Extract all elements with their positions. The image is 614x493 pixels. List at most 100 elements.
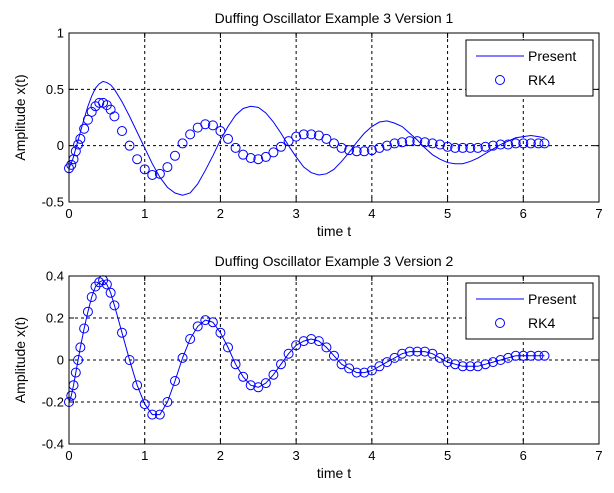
y-tick-label: 0.2 [46,311,64,326]
series-marker-rk4 [503,352,514,363]
series-marker-rk4 [525,138,536,149]
series-marker-rk4 [223,133,233,144]
series-marker-rk4 [79,323,90,334]
series-marker-rk4 [450,359,461,370]
series-marker-rk4 [419,346,430,357]
series-marker-rk4 [510,138,521,149]
series-marker-rk4 [291,340,302,351]
series-marker-rk4 [404,346,415,357]
series-marker-rk4 [268,369,279,380]
series-marker-rk4 [139,164,150,175]
series-marker-rk4 [215,126,226,137]
series-marker-rk4 [132,380,143,391]
series-marker-rk4 [230,142,241,153]
series-marker-rk4 [359,367,370,378]
series-marker-rk4 [321,133,332,144]
series-marker-rk4 [329,138,339,149]
series-marker-rk4 [245,153,256,164]
series-marker-rk4 [215,327,226,338]
series-marker-rk4 [397,137,408,148]
series-marker-rk4 [283,136,294,147]
series-marker-rk4 [488,140,498,151]
x-tick-label: 2 [217,448,224,463]
x-tick-label: 4 [368,206,375,221]
series-marker-rk4 [450,142,461,153]
series-marker-rk4 [533,350,544,361]
y-axis-label: Amplitude x(t) [12,317,28,403]
series-marker-rk4 [427,348,438,359]
series-marker-rk4 [472,361,483,372]
y-tick-label: 0.4 [46,269,64,284]
series-marker-rk4 [109,111,120,122]
series-marker-rk4 [75,342,86,353]
legend-label: RK4 [528,315,555,331]
series-marker-rk4 [518,138,529,149]
series-marker-rk4 [207,120,218,131]
series-marker-rk4 [276,359,286,370]
series-marker-rk4 [412,346,423,357]
series-marker-rk4 [329,350,339,361]
x-tick-label: 5 [444,206,451,221]
series-marker-rk4 [480,359,491,370]
series-marker-rk4 [200,315,211,326]
y-tick-label: 0.5 [46,82,64,97]
series-marker-rk4 [185,334,196,344]
series-marker-rk4 [253,154,264,165]
series-marker-rk4 [336,359,347,370]
series-marker-rk4 [539,138,550,149]
series-marker-rk4 [268,147,279,158]
series-marker-rk4 [245,380,256,391]
series-marker-rk4 [162,397,173,407]
series-marker-rk4 [495,355,506,365]
y-tick-label: 0 [57,138,64,153]
legend: Present RK4 [465,39,594,97]
series-marker-rk4 [276,141,286,152]
x-axis-label: time t [317,465,351,481]
chart-title: Duffing Oscillator Example 3 Version 1 [215,10,454,26]
series-marker-rk4 [177,138,188,149]
x-tick-label: 0 [65,448,72,463]
series-marker-rk4 [253,382,264,393]
series-marker-rk4 [177,352,188,363]
series-marker-rk4 [442,141,453,152]
series-marker-rk4 [105,287,116,298]
series-marker-rk4 [170,150,180,161]
series-marker-rk4 [457,361,468,372]
y-axis-label: Amplitude x(t) [12,74,28,160]
series-marker-rk4 [366,365,377,376]
series-marker-rk4 [238,371,249,382]
series-marker-rk4 [495,139,506,150]
legend-label: RK4 [528,72,555,88]
y-tick-label: 0 [57,353,64,368]
series-marker-rk4 [117,327,127,338]
series-marker-rk4 [412,136,423,147]
series-marker-rk4 [124,140,135,151]
series-marker-rk4 [283,348,294,359]
series-marker-rk4 [359,146,370,157]
legend-box [465,39,594,97]
x-tick-label: 1 [141,206,148,221]
y-tick-label: 1 [57,26,64,41]
series-marker-rk4 [404,136,415,147]
x-tick-label: 2 [217,206,224,221]
series-marker-rk4 [291,131,302,142]
series-marker-rk4 [374,361,385,372]
x-axis-label: time t [317,223,351,239]
series-marker-rk4 [66,159,77,170]
series-marker-rk4 [382,357,392,368]
series-marker-rk4 [86,106,97,117]
legend: Present RK4 [465,282,594,340]
y-tick-label: -0.4 [42,437,64,452]
series-marker-rk4 [162,162,173,173]
series-marker-rk4 [389,352,400,363]
series-marker-rk4 [419,137,430,148]
legend-label: Present [528,291,576,307]
series-marker-rk4 [223,342,233,353]
series-marker-rk4 [117,126,127,137]
series-marker-rk4 [480,141,491,152]
series-marker-rk4 [351,146,362,157]
series-marker-rk4 [70,367,81,378]
x-tick-label: 3 [293,448,300,463]
